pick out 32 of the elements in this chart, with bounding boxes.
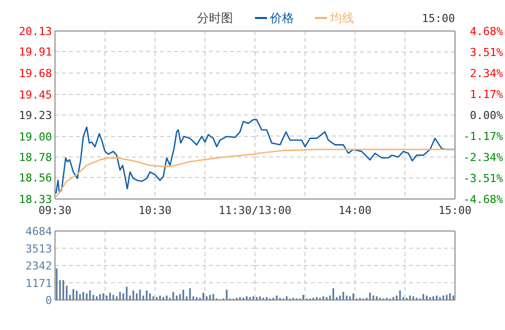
y-tick-label: 19.68 [18,67,52,80]
x-tick-label: 14:00 [338,204,372,217]
y-tick-label: 19.91 [18,46,52,59]
y2-tick-label: -3.51% [463,172,504,185]
y-tick-label: 4684 [26,225,52,238]
y2-tick-label: -2.34% [463,151,504,164]
chart-title: 分时图 [197,11,233,25]
y-tick-label: 18.56 [18,172,52,185]
text: 15:00 [422,12,455,25]
y-tick-label: 18.78 [18,151,52,164]
x-tick-label: 10:30 [138,204,172,217]
y-tick-label: 2342 [26,260,52,272]
y2-tick-label: 4.68% [470,25,504,38]
y2-tick-label: 3.51% [470,46,504,59]
y-tick-label: 19.00 [18,130,52,144]
x-tick-label: 15:00 [438,204,472,217]
y-tick-label: 20.13 [18,25,52,38]
y-tick-label: 19.23 [18,109,52,122]
x-tick-label: 09:30 [38,204,72,217]
y-tick-label: 1171 [26,276,52,290]
y2-tick-label: -4.68% [463,193,504,206]
y-tick-label: 19.45 [18,88,52,102]
y-tick-label: 3513 [26,242,52,256]
y2-tick-label: 1.17% [470,88,504,101]
y-tick-label: 18.33 [18,193,52,206]
y2-tick-label: 0.00% [470,109,504,122]
y2-tick-label: 2.34% [470,67,504,80]
y-tick-label: 0 [45,294,52,307]
legend-label: 价格 [269,11,294,25]
x-tick-label: 11:30/13:00 [218,204,292,217]
legend-label: 均线 [329,11,354,25]
y2-tick-label: -1.17% [463,130,504,143]
